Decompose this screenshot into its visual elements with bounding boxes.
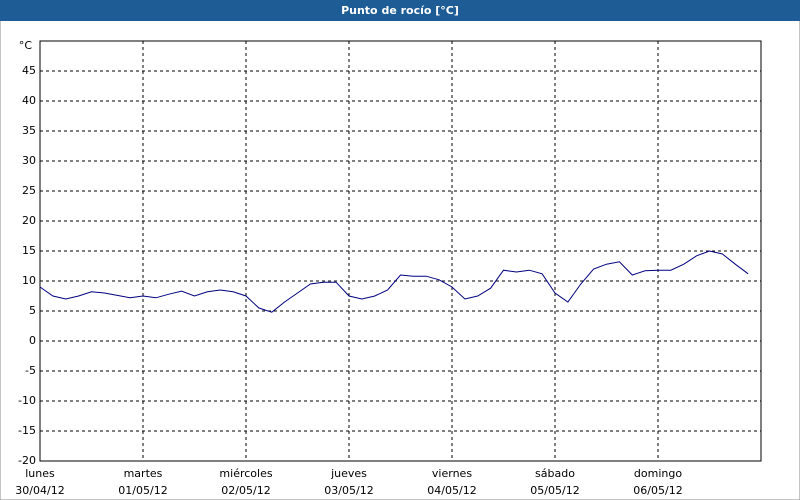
y-tick-label: 10 (22, 274, 36, 287)
y-tick-label: 15 (22, 244, 36, 257)
x-tick-date: 02/05/12 (221, 484, 270, 497)
y-tick-label: 20 (22, 214, 36, 227)
x-tick-label: lunes (25, 467, 55, 480)
title-bar (0, 0, 800, 21)
x-tick-label: viernes (432, 467, 472, 480)
x-tick-label: jueves (330, 467, 367, 480)
x-tick-label: sábado (535, 467, 575, 480)
y-tick-label: 5 (29, 304, 36, 317)
x-tick-label: martes (124, 467, 163, 480)
chart-title: Punto de rocío [°C] (341, 4, 459, 17)
y-tick-label: 45 (22, 64, 36, 77)
y-tick-label: -10 (18, 394, 36, 407)
x-tick-date: 30/04/12 (15, 484, 64, 497)
x-tick-date: 01/05/12 (118, 484, 167, 497)
y-tick-label: -15 (18, 424, 36, 437)
y-unit: °C (19, 39, 33, 52)
data-line (39, 250, 749, 313)
x-tick-label: miércoles (219, 467, 272, 480)
y-tick-label: -20 (18, 454, 36, 467)
x-tick-date: 03/05/12 (324, 484, 373, 497)
y-tick-label: 30 (22, 154, 36, 167)
y-tick-label: 0 (29, 334, 36, 347)
x-tick-date: 06/05/12 (633, 484, 682, 497)
x-tick-date: 04/05/12 (427, 484, 476, 497)
y-tick-label: 35 (22, 124, 36, 137)
x-tick-label: domingo (634, 467, 682, 480)
y-tick-label: -5 (25, 364, 36, 377)
y-tick-label: 40 (22, 94, 36, 107)
y-tick-label: 25 (22, 184, 36, 197)
x-tick-date: 05/05/12 (530, 484, 579, 497)
